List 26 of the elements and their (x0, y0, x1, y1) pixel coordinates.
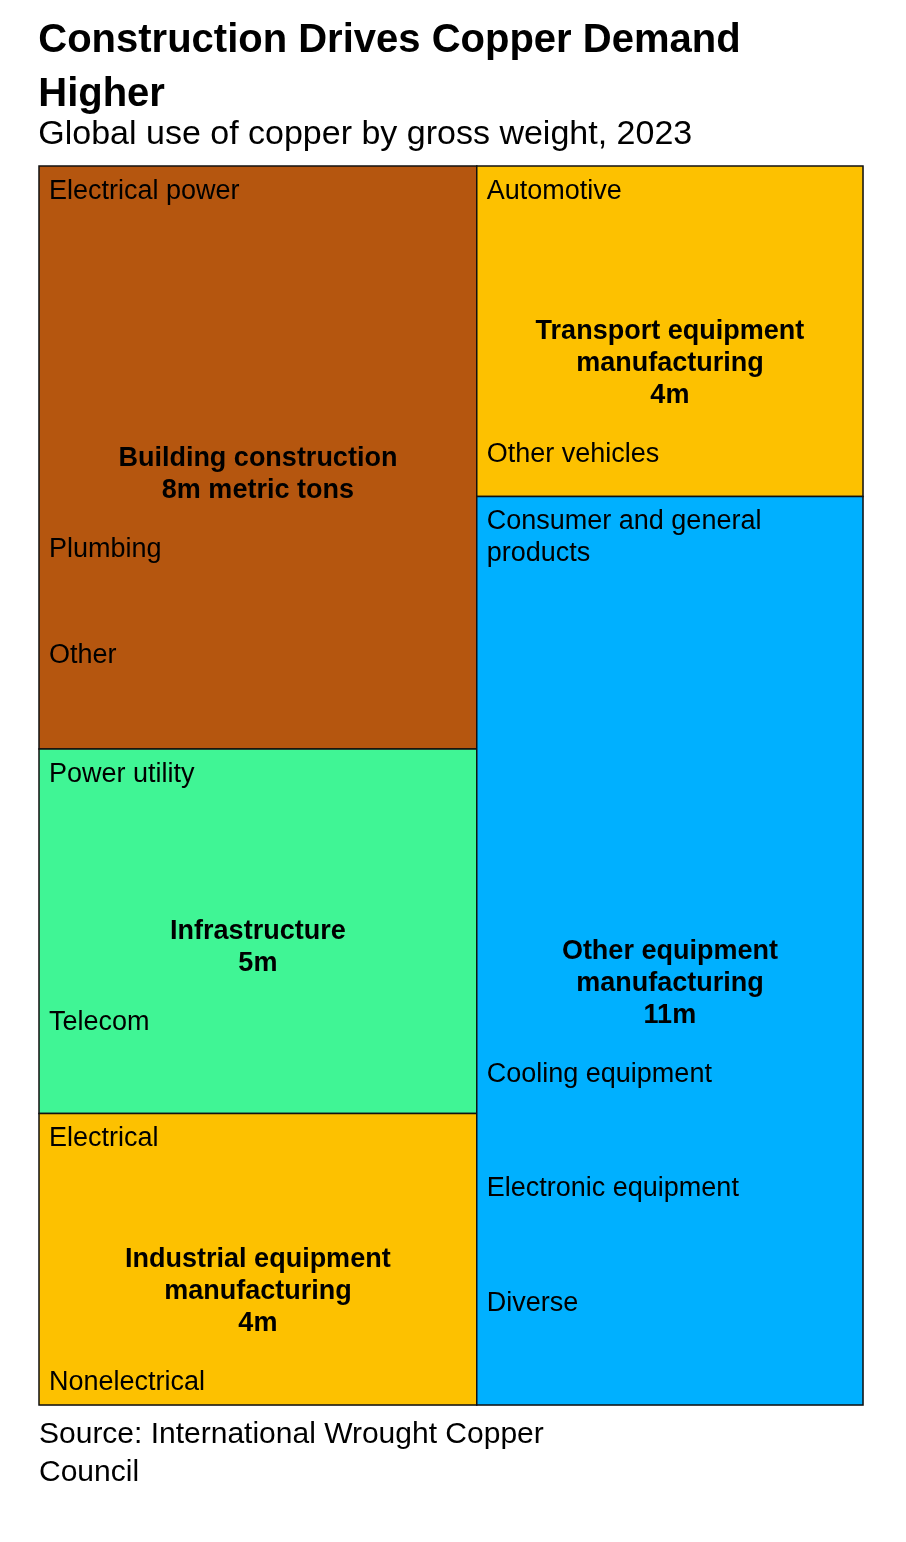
data-label: 4m (650, 379, 690, 410)
category-label: Infrastructure (170, 915, 346, 946)
category-label: Building construction (118, 441, 398, 472)
category-label: Transport equipment manufacturing (535, 315, 805, 378)
text: Construction Drives Copper Demand Higher (38, 16, 741, 115)
text: Diverse (486, 1287, 579, 1318)
data-label: 11m (643, 998, 697, 1029)
text: Other (49, 639, 117, 670)
text: Plumbing (49, 532, 162, 563)
text: Electrical power (49, 175, 240, 205)
text: Automotive (486, 175, 622, 205)
text: Electronic equipment (486, 1172, 739, 1203)
category-label: Other equipment manufacturing (561, 934, 778, 997)
data-label: 8m metric tons (161, 473, 354, 504)
text: Power utility (49, 758, 195, 789)
data-label: 4m (238, 1307, 278, 1338)
data-label: 5m (238, 947, 278, 978)
source-note: Source: International Wrought Copper Council (39, 1416, 544, 1487)
category-label: Industrial equipment manufacturing (125, 1243, 391, 1306)
text: Cooling equipment (486, 1057, 712, 1088)
text: Global use of copper by gross weight, 2023 (38, 113, 693, 152)
text: Telecom (49, 1006, 150, 1037)
text: Other vehicles (486, 438, 660, 469)
text: Consumer and general products (486, 505, 762, 568)
text: Electrical (49, 1122, 159, 1153)
text: Nonelectrical (49, 1366, 206, 1397)
